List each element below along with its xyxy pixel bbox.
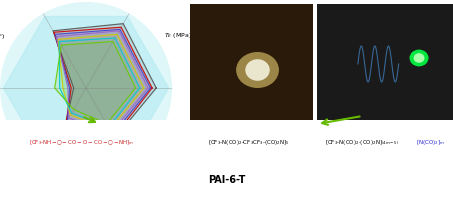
Polygon shape	[53, 24, 156, 138]
Polygon shape	[58, 34, 144, 129]
Legend: PAI-10-T, PAI-10-F, PAI-9-T, PAI-8-T, PAI-6-T, PAI-7-T, PAI-4-T: PAI-10-T, PAI-10-F, PAI-9-T, PAI-8-T, PA…	[386, 65, 419, 111]
Circle shape	[410, 50, 429, 66]
Text: $C_b$ (°): $C_b$ (°)	[0, 32, 6, 41]
Polygon shape	[4, 16, 169, 160]
Text: $T_E$ (MPa): $T_E$ (MPa)	[164, 31, 192, 40]
Polygon shape	[55, 42, 135, 124]
Text: $\mathrm{[N(CO)_2]}_{m}$: $\mathrm{[N(CO)_2]}_{m}$	[416, 138, 445, 147]
Text: PAI-6-T: PAI-6-T	[208, 175, 245, 185]
Circle shape	[414, 53, 424, 63]
Text: CTE (ppm/K): CTE (ppm/K)	[67, 191, 106, 196]
Ellipse shape	[236, 52, 279, 88]
Text: $T_{450}$ (%): $T_{450}$ (%)	[164, 136, 191, 145]
Text: $\mathrm{[CF_3\text{-}NH-\!\!\bigcirc\!\!-CO-O-CO-\!\!\bigcirc\!\!-NH]}_{m}$: $\mathrm{[CF_3\text{-}NH-\!\!\bigcirc\!\…	[29, 138, 134, 147]
Text: $W_b$ (%): $W_b$ (%)	[0, 135, 8, 144]
Polygon shape	[55, 29, 150, 134]
Polygon shape	[59, 38, 140, 127]
Polygon shape	[56, 31, 148, 132]
Polygon shape	[54, 27, 152, 137]
Text: $\mathrm{[CF_3\text{-}N(CO)_2\text{-}(CO)_2N]}_{(4m-5)}$: $\mathrm{[CF_3\text{-}N(CO)_2\text{-}(CO…	[325, 138, 400, 147]
Ellipse shape	[246, 59, 270, 81]
Text: $\mathrm{[CF_3\text{-}N(CO)_2\text{-}CF_3CF_3\text{-}(CO)_2N]}_{5}$: $\mathrm{[CF_3\text{-}N(CO)_2\text{-}CF_…	[208, 138, 290, 147]
